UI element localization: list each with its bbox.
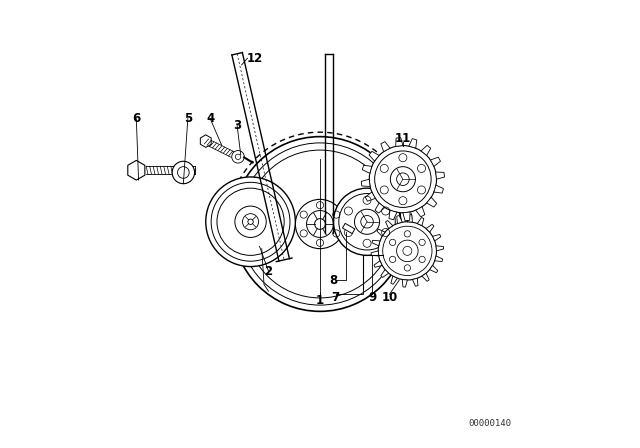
Polygon shape xyxy=(369,151,379,161)
Circle shape xyxy=(390,167,415,192)
Circle shape xyxy=(233,137,408,311)
Text: 6: 6 xyxy=(132,112,140,125)
Polygon shape xyxy=(403,212,410,221)
Circle shape xyxy=(369,146,436,213)
Polygon shape xyxy=(396,138,403,146)
Polygon shape xyxy=(412,278,418,286)
Polygon shape xyxy=(403,280,407,287)
Circle shape xyxy=(397,240,418,262)
Circle shape xyxy=(232,151,244,163)
Polygon shape xyxy=(377,229,385,237)
Polygon shape xyxy=(361,179,370,186)
Polygon shape xyxy=(365,192,375,201)
Polygon shape xyxy=(433,234,441,241)
Circle shape xyxy=(235,206,266,237)
Polygon shape xyxy=(381,270,388,277)
Text: 5: 5 xyxy=(184,112,192,125)
Polygon shape xyxy=(200,135,211,147)
Polygon shape xyxy=(362,165,372,173)
Polygon shape xyxy=(426,224,434,232)
Text: 2: 2 xyxy=(264,264,273,278)
Polygon shape xyxy=(427,197,436,207)
Polygon shape xyxy=(375,203,385,213)
Polygon shape xyxy=(429,265,438,273)
Polygon shape xyxy=(417,217,424,226)
Text: 3: 3 xyxy=(233,119,241,132)
Polygon shape xyxy=(436,172,445,179)
Polygon shape xyxy=(436,246,444,251)
Circle shape xyxy=(172,161,195,184)
Circle shape xyxy=(205,177,295,267)
Text: 11: 11 xyxy=(395,132,411,146)
Polygon shape xyxy=(128,160,145,180)
Polygon shape xyxy=(422,273,429,281)
Polygon shape xyxy=(381,142,390,151)
Polygon shape xyxy=(407,215,412,222)
Polygon shape xyxy=(372,240,380,246)
Polygon shape xyxy=(435,256,443,262)
Polygon shape xyxy=(391,276,397,284)
Polygon shape xyxy=(385,220,393,228)
Text: 00000140: 00000140 xyxy=(468,419,512,428)
Text: 4: 4 xyxy=(206,112,214,125)
Polygon shape xyxy=(371,251,379,256)
Text: 10: 10 xyxy=(381,291,397,305)
Text: 7: 7 xyxy=(332,291,340,305)
Text: 9: 9 xyxy=(368,291,376,305)
Circle shape xyxy=(296,199,344,249)
Text: 1: 1 xyxy=(316,293,324,307)
Polygon shape xyxy=(389,210,397,220)
Polygon shape xyxy=(416,207,425,217)
Polygon shape xyxy=(374,261,382,267)
Circle shape xyxy=(333,188,401,255)
Polygon shape xyxy=(409,138,417,148)
Circle shape xyxy=(355,209,380,234)
Polygon shape xyxy=(434,185,444,193)
Polygon shape xyxy=(397,215,403,224)
Text: 12: 12 xyxy=(247,52,263,65)
Polygon shape xyxy=(431,157,440,166)
Polygon shape xyxy=(342,224,355,233)
Text: 8: 8 xyxy=(330,273,337,287)
Circle shape xyxy=(378,222,436,280)
Polygon shape xyxy=(421,145,431,155)
